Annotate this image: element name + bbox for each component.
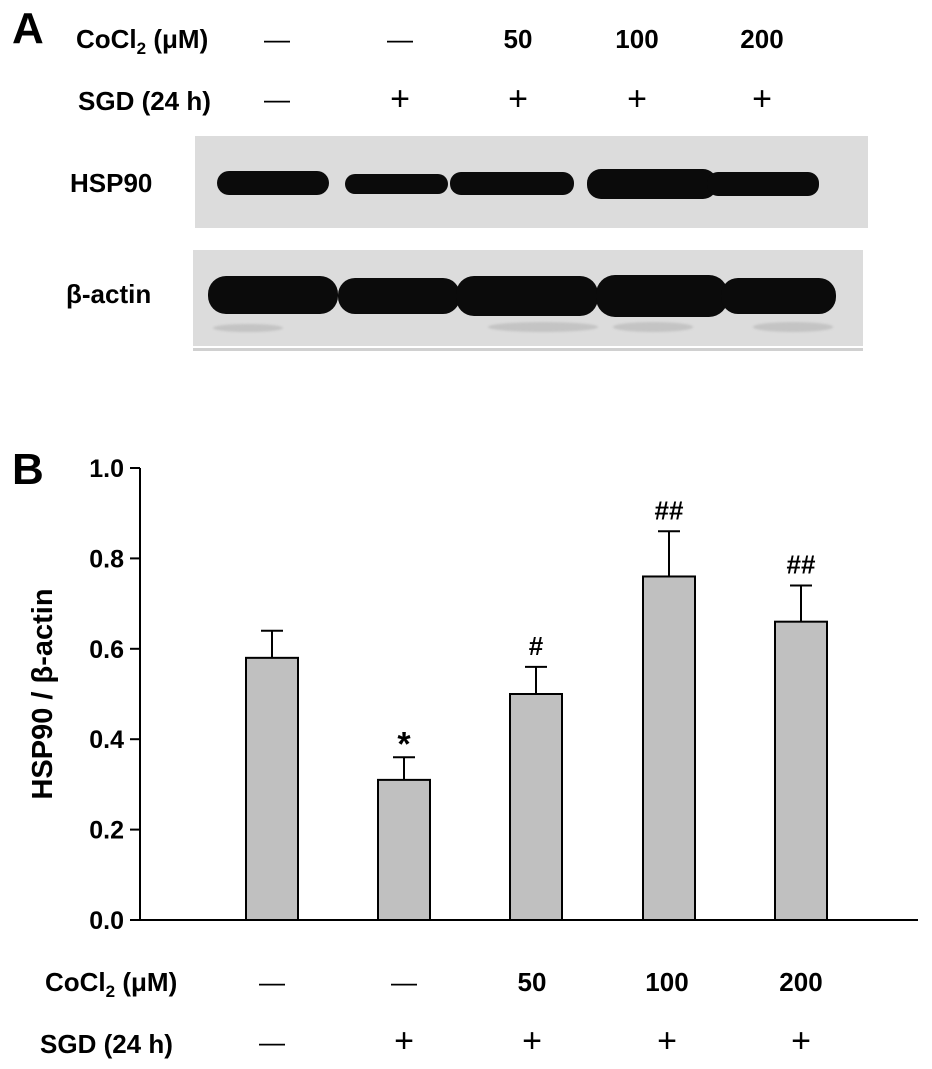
- beta-actin-smudge: [213, 324, 283, 332]
- panel-a-cocl2-value: 100: [615, 24, 659, 54]
- panel-a-sgd-value: +: [752, 80, 772, 118]
- significance-marker: ##: [655, 495, 684, 525]
- beta-actin-band: [721, 278, 836, 314]
- panel-b-sgd-value: —: [259, 1027, 285, 1057]
- panel-b-cocl2-label: CoCl2 (μM): [45, 967, 178, 1002]
- y-tick-label: 0.2: [89, 817, 124, 845]
- panel-a-cocl2-value: 200: [740, 24, 784, 54]
- hsp90-band: [217, 171, 329, 195]
- hsp90-band: [587, 169, 717, 199]
- blot-beta-actin: [193, 250, 863, 346]
- beta-actin-smudge: [753, 322, 833, 332]
- blot-underline: [193, 348, 863, 351]
- y-tick-label: 0.0: [89, 907, 124, 935]
- beta-actin-band: [208, 276, 338, 314]
- panel-b-cocl2-value: 100: [645, 967, 689, 997]
- panel-b-cocl2-value: 200: [779, 967, 823, 997]
- bar: [245, 656, 299, 922]
- panel-a-sgd-value: +: [508, 80, 528, 118]
- blot-label-hsp90: HSP90: [70, 168, 153, 198]
- y-axis-title: HSP90 / β-actin: [27, 588, 59, 799]
- beta-actin-smudge: [488, 322, 598, 332]
- panel-b-sgd-label: SGD (24 h): [40, 1029, 173, 1059]
- blot-hsp90: [195, 136, 868, 228]
- panel-a-sgd-value: —: [264, 84, 290, 114]
- panel-b-letter: B: [12, 445, 44, 494]
- beta-actin-band: [456, 276, 598, 316]
- significance-marker: #: [529, 631, 544, 661]
- y-tick-label: 1.0: [89, 455, 124, 483]
- bar: [377, 778, 431, 921]
- panel-b-cocl2-value: —: [391, 967, 417, 997]
- panel-b-sgd-value: +: [791, 1022, 811, 1060]
- panel-a-sgd-value: +: [390, 80, 410, 118]
- y-tick-label: 0.8: [89, 545, 124, 573]
- y-tick-label: 0.6: [89, 636, 124, 664]
- hsp90-band: [450, 172, 574, 195]
- panel-a-cocl2-value: 50: [503, 24, 533, 54]
- bar: [509, 693, 563, 921]
- panel-b-sgd-value: +: [522, 1022, 542, 1060]
- panel-b-sgd-value: +: [394, 1022, 414, 1060]
- panel-a-sgd-label: SGD (24 h): [78, 86, 211, 116]
- panel-a-cocl2-value: —: [387, 24, 413, 54]
- beta-actin-band: [596, 275, 728, 317]
- hsp90-band: [345, 174, 448, 194]
- blot-label-beta-actin: β-actin: [66, 279, 152, 309]
- significance-marker: *: [397, 725, 411, 763]
- panel-a-cocl2-value: —: [264, 24, 290, 54]
- panel-a-sgd-value: +: [627, 80, 647, 118]
- panel-b-sgd-value: +: [657, 1022, 677, 1060]
- significance-marker: ##: [787, 550, 816, 580]
- bar: [774, 620, 828, 921]
- beta-actin-smudge: [613, 322, 693, 332]
- panel-a-letter: A: [12, 4, 44, 53]
- panel-b-cocl2-value: —: [259, 967, 285, 997]
- beta-actin-band: [338, 278, 460, 314]
- bar: [642, 575, 696, 921]
- hsp90-band: [707, 172, 819, 196]
- panel-b-cocl2-value: 50: [517, 967, 547, 997]
- panel-a-cocl2-label: CoCl2 (μM): [76, 24, 209, 59]
- y-tick-label: 0.4: [89, 726, 124, 754]
